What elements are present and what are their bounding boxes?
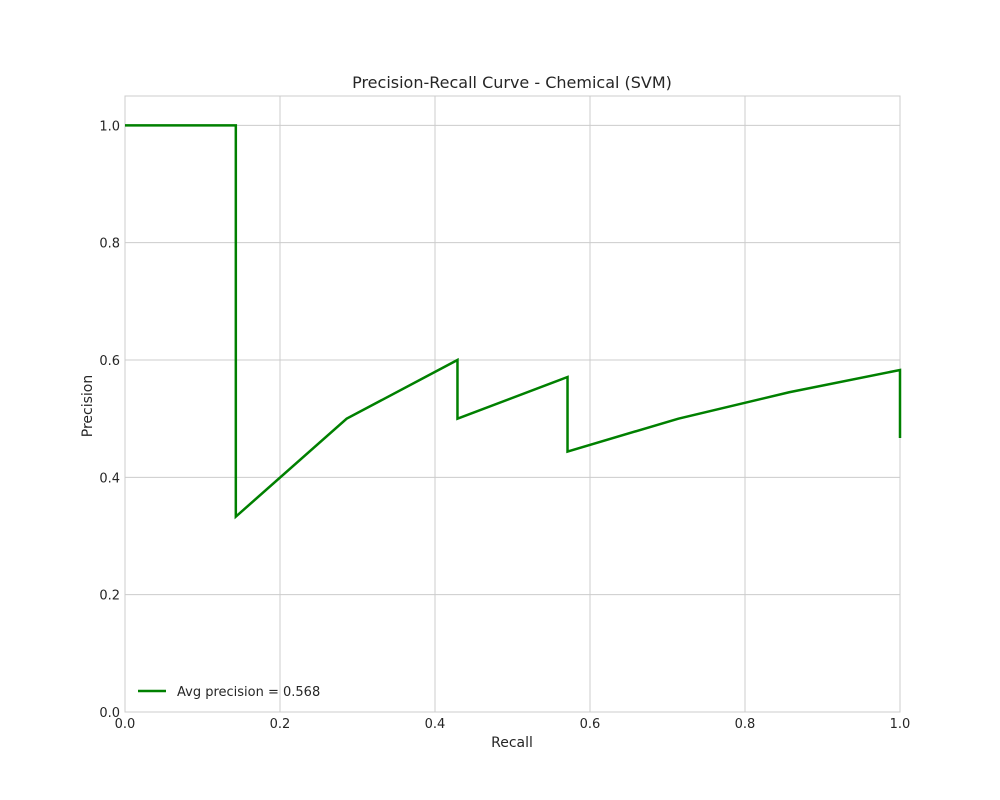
y-tick-label: 0.6 — [99, 354, 120, 369]
x-tick-label: 0.0 — [115, 717, 136, 732]
series-line — [125, 124, 902, 520]
x-axis-label: Recall — [491, 735, 533, 751]
y-tick-label: 0.0 — [99, 706, 120, 721]
x-tick-label: 0.8 — [735, 717, 756, 732]
series-layer — [125, 124, 902, 520]
y-axis-ticks: 0.0 0.2 0.4 0.6 0.8 1.0 — [99, 119, 120, 721]
x-tick-label: 0.2 — [270, 717, 291, 732]
x-tick-label: 1.0 — [890, 717, 911, 732]
y-tick-label: 0.4 — [99, 471, 120, 486]
legend: Avg precision = 0.568 — [138, 685, 320, 700]
y-tick-label: 0.8 — [99, 237, 120, 252]
x-tick-label: 0.6 — [580, 717, 601, 732]
legend-label: Avg precision = 0.568 — [177, 685, 320, 700]
y-tick-label: 1.0 — [99, 119, 120, 134]
y-axis-label: Precision — [80, 375, 96, 437]
x-axis-ticks: 0.0 0.2 0.4 0.6 0.8 1.0 — [115, 717, 911, 732]
x-tick-label: 0.4 — [425, 717, 446, 732]
chart-title: Precision-Recall Curve - Chemical (SVM) — [352, 73, 672, 92]
y-tick-label: 0.2 — [99, 589, 120, 604]
